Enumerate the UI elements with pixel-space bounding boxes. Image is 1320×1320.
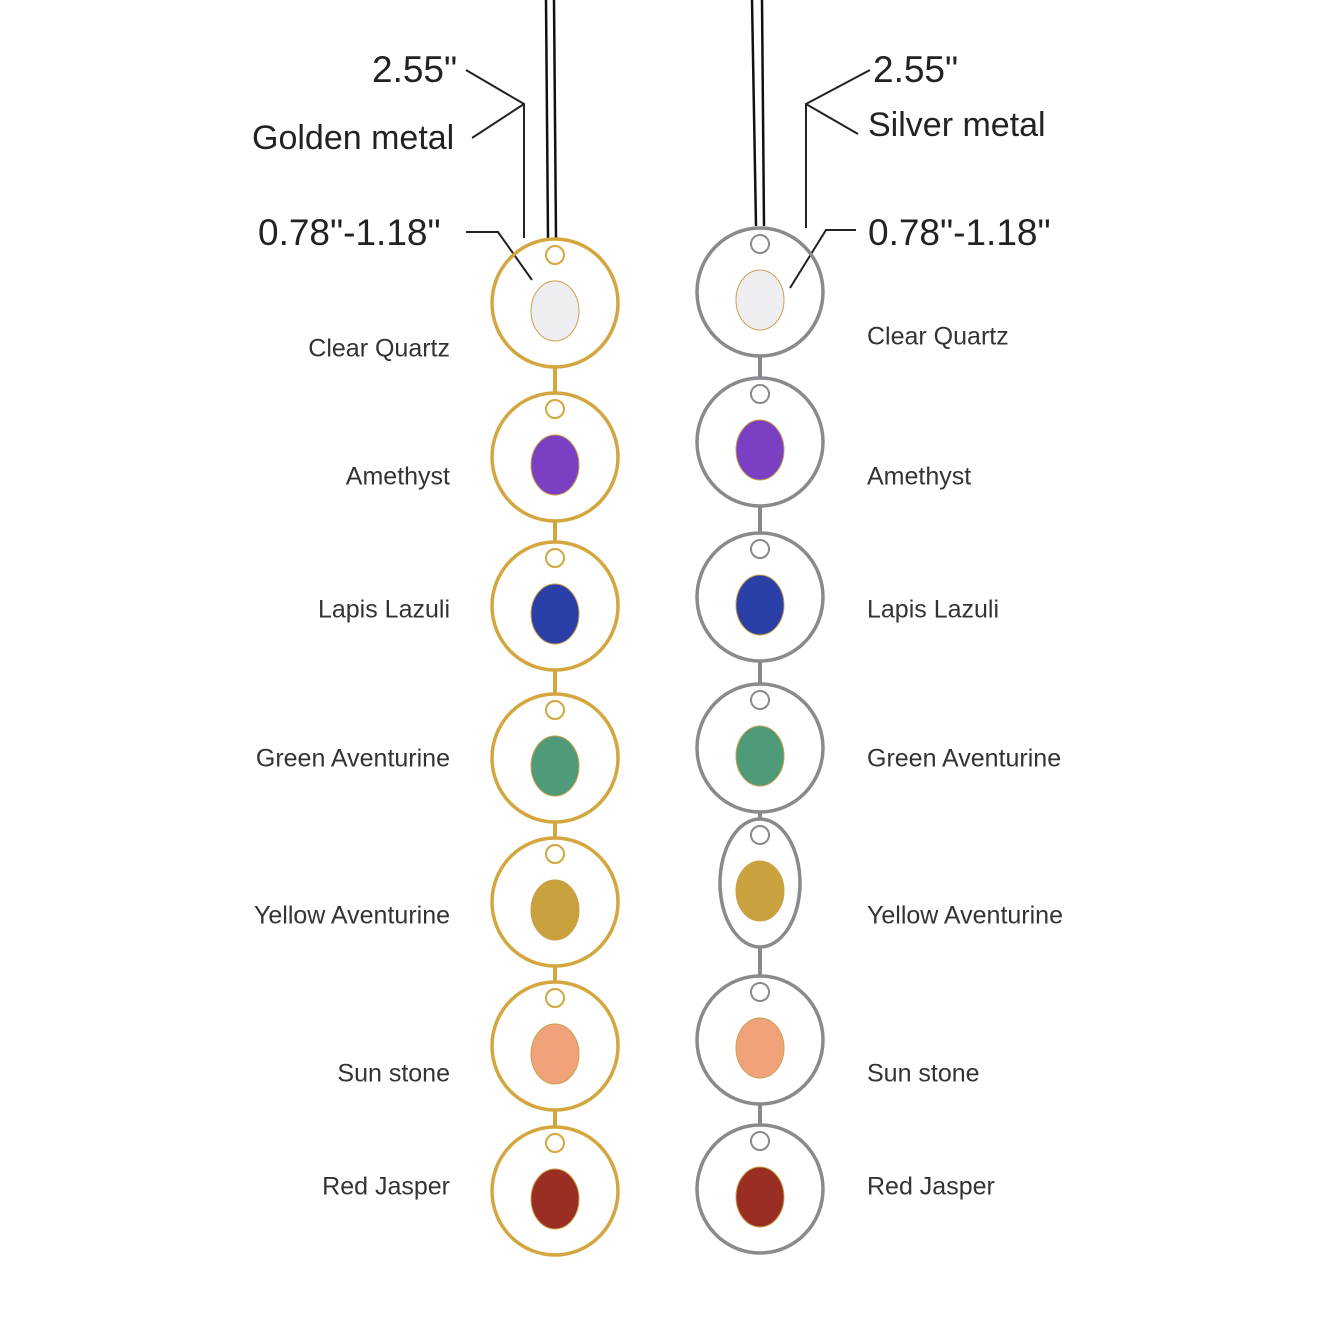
jump-ring	[750, 1131, 770, 1151]
jump-ring	[750, 539, 770, 559]
jump-ring	[750, 234, 770, 254]
stone	[530, 879, 580, 941]
stone-name: Yellow Aventurine	[867, 902, 1063, 930]
stone	[735, 725, 785, 787]
stone-name: Amethyst	[867, 463, 971, 491]
stone-name: Sun stone	[867, 1060, 980, 1088]
metal-label: Silver metal	[868, 106, 1046, 144]
cord	[544, 0, 558, 239]
jump-ring	[545, 548, 565, 568]
ring	[695, 1123, 825, 1255]
stone-name: Yellow Aventurine	[254, 902, 450, 930]
stone-name: Green Aventurine	[256, 745, 450, 773]
stone	[735, 574, 785, 636]
leader-line	[465, 69, 525, 238]
stone-name: Lapis Lazuli	[318, 596, 450, 624]
jump-ring	[545, 988, 565, 1008]
stone	[530, 434, 580, 496]
stone-name: Amethyst	[346, 463, 450, 491]
jump-ring	[545, 245, 565, 265]
stone	[530, 1168, 580, 1230]
leader-line	[789, 229, 856, 289]
stone	[530, 583, 580, 645]
jump-ring	[750, 690, 770, 710]
stone-size-label: 0.78"-1.18"	[868, 212, 1051, 253]
stone-name: Green Aventurine	[867, 745, 1061, 773]
jump-ring	[545, 700, 565, 720]
size-label: 2.55"	[372, 49, 457, 90]
stone-name: Lapis Lazuli	[867, 596, 999, 624]
stone-size-label: 0.78"-1.18"	[258, 212, 441, 253]
size-label: 2.55"	[873, 49, 958, 90]
stone	[735, 1017, 785, 1079]
stone	[530, 280, 580, 342]
stone	[530, 735, 580, 797]
stone	[530, 1023, 580, 1085]
stone-name: Red Jasper	[322, 1173, 450, 1201]
ring	[490, 1125, 620, 1257]
jump-ring	[750, 384, 770, 404]
leader-line	[805, 69, 871, 228]
stone	[735, 1166, 785, 1228]
stone-name: Clear Quartz	[867, 323, 1009, 351]
jump-ring	[750, 825, 770, 845]
stone	[735, 860, 785, 922]
stone	[735, 269, 785, 331]
jump-ring	[545, 1133, 565, 1153]
metal-label: Golden metal	[252, 119, 454, 157]
stone-name: Red Jasper	[867, 1173, 995, 1201]
jump-ring	[750, 982, 770, 1002]
jump-ring	[545, 399, 565, 419]
jump-ring	[545, 844, 565, 864]
leader-line	[466, 231, 533, 281]
stone	[735, 419, 785, 481]
stone-name: Clear Quartz	[308, 335, 450, 363]
stone-name: Sun stone	[337, 1060, 450, 1088]
cord	[750, 0, 766, 227]
